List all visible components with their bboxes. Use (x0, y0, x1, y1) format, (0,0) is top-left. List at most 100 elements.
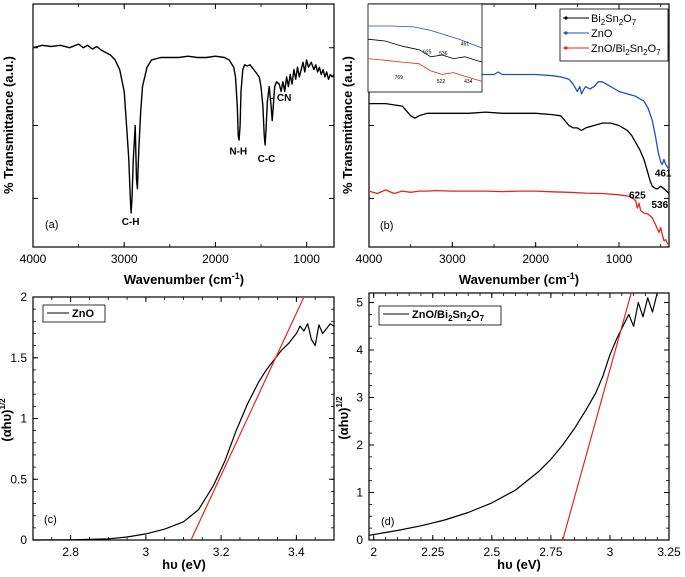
panel-d-ytick-label: 5 (356, 296, 363, 310)
panel-a-annotation: C-C (258, 154, 276, 165)
legend-text-part: Sn (453, 309, 467, 321)
legend-subscript: 2 (448, 314, 453, 323)
panel-c-legend-label: ZnO (72, 308, 94, 320)
legend-text-part: Sn (605, 13, 618, 25)
panel-d-series-line-1 (562, 292, 632, 541)
legend-subscript: 2 (467, 314, 472, 323)
panel-a-y-axis-title-main: % Transmittance (a.u.) (1, 56, 16, 194)
panel-c-series-line-0 (32, 323, 335, 541)
legend-subscript: 2 (643, 48, 648, 57)
panel-c-x-axis-title: hυ (eV) (162, 557, 206, 572)
panel-b-letter: (b) (380, 220, 393, 232)
panel-c-series-line-1 (190, 296, 305, 541)
panel-c-ytick-label: 0.5 (10, 472, 27, 486)
panel-b-annotation: 625 (629, 190, 646, 201)
panel-b-inset-label: 769 (395, 75, 404, 81)
panel-c-y-axis-title-main: (αhυ) (0, 409, 14, 441)
panel-b-x-axis-title: Wavenumber (cm-1) (459, 271, 579, 287)
panel-d-ytick-label: 4 (356, 343, 363, 357)
panel-b-inset-label: 625 (423, 49, 432, 55)
panel-b-xtick-label: 4000 (356, 252, 383, 266)
legend-subscript: 7 (656, 48, 661, 57)
legend-text-part: O (471, 309, 480, 321)
panel-b-xtick-label: 3000 (439, 252, 466, 266)
panel-b-inset-frame (367, 3, 483, 93)
panel-a-x-axis-title-sup: -1 (232, 271, 240, 281)
panel-d-letter: (d) (381, 516, 394, 528)
panel-b-inset-curve-0 (368, 25, 483, 49)
panel-d-x-axis-title-main: hυ (eV) (497, 557, 541, 572)
legend-text-part: O (648, 43, 657, 55)
panel-d-ytick-label: 3 (356, 391, 363, 405)
legend-subscript: 7 (632, 18, 637, 27)
panel-b-inset-curve-2 (367, 58, 483, 82)
panel-b-y-axis-title: % Transmittance (a.u.) (340, 56, 355, 194)
panel-d-frame (368, 292, 670, 541)
panel-c-y-axis-title: (αhυ)1/2 (0, 398, 14, 442)
panel-d-ytick-label: 0 (356, 533, 363, 547)
panel-c-ytick-label: 2 (20, 290, 27, 304)
panel-a-annotation: - CN (271, 93, 292, 104)
panel-b-inset-label: 461 (461, 41, 470, 47)
panel-b-legend-marker (564, 31, 568, 35)
panel-d-xtick-label: 3 (607, 545, 614, 559)
panel-d-y-axis-title-sup: 1/2 (335, 396, 344, 408)
panel-b-series-line-2 (368, 189, 670, 246)
panel-d-xtick-label: 2.75 (539, 545, 563, 559)
panel-b-inset-label: 536 (439, 51, 448, 57)
legend-text-part: ZnO/Bi (412, 309, 448, 321)
panel-d-series-line-0 (368, 292, 658, 536)
panel-a-xtick-label: 4000 (20, 252, 47, 266)
panel-a-annotation: C-H (122, 217, 140, 228)
panel-a-letter: (a) (45, 219, 58, 231)
panel-b-inset-curve-1 (367, 38, 483, 63)
panel-b-xtick-label: 2000 (522, 252, 549, 266)
panel-b-series-line-1 (369, 102, 670, 194)
panel-b-inset-label: 522 (437, 79, 446, 85)
panel-b-legend-label: ZnO (591, 28, 613, 40)
panel-a-frame (32, 3, 335, 248)
panel-c-x-axis-title-main: hυ (eV) (162, 557, 206, 572)
panel-d-legend (378, 305, 502, 326)
panel-d-y-axis-title: (αhυ)1/2 (335, 396, 351, 440)
panel-c-legend: ZnO (42, 304, 106, 323)
panel-b-y-axis-title-main: % Transmittance (a.u.) (340, 56, 355, 194)
panel-c-ytick-label: 0 (20, 533, 27, 547)
legend-text-part: Sn (630, 43, 643, 55)
panel-d-xtick-label: 3.25 (657, 545, 681, 559)
panel-b-annotation: 461 (655, 169, 672, 180)
panel-a-y-axis-title: % Transmittance (a.u.) (1, 56, 16, 194)
panel-a-xtick-label: 3000 (111, 252, 138, 266)
panel-d-legend-label: ZnO/Bi2Sn2O7 (412, 309, 485, 323)
panel-d-legend-frame (378, 305, 502, 326)
panel-b-legend-marker (564, 16, 568, 20)
legend-subscript: 2 (625, 48, 630, 57)
panel-c-ytick-label: 1.5 (10, 351, 27, 365)
legend-text-part: Bi (591, 13, 601, 25)
panel-d-ytick-label: 2 (356, 438, 363, 452)
panel-c-xtick-label: 3.2 (213, 545, 230, 559)
panel-d-xtick-label: 2.25 (421, 545, 445, 559)
panel-c-ytick-label: 1 (20, 412, 27, 426)
legend-text-part: O (623, 13, 632, 25)
panel-b-inset-label: 434 (464, 79, 473, 85)
panel-b-x-axis-title-sup: -1 (567, 271, 575, 281)
legend-subscript: 7 (480, 314, 485, 323)
panel-b-legend (559, 8, 669, 62)
panel-d-xtick-label: 2 (370, 545, 377, 559)
panel-d-y-axis-title-main: (αhυ) (336, 407, 351, 439)
panel-c-xtick-label: 3 (143, 545, 150, 559)
panel-a-xtick-label: 1000 (293, 252, 320, 266)
panel-b-annotation: 536 (651, 200, 668, 211)
panel-a-xtick-label: 2000 (202, 252, 229, 266)
panel-d-xtick-label: 2.5 (483, 545, 500, 559)
panel-b-legend-marker (564, 46, 568, 50)
panel-b-inset: 461 625 536 769 522 434 (367, 3, 483, 93)
legend-text-part: ZnO/Bi (591, 43, 625, 55)
legend-subscript: 2 (619, 18, 624, 27)
panel-d-x-axis-title: hυ (eV) (497, 557, 541, 572)
panel-b-x-axis-title-main: Wavenumber (cm (459, 272, 567, 287)
panel-c-xtick-label: 2.8 (62, 545, 79, 559)
panel-b-x-axis-title-end: ) (575, 272, 579, 287)
